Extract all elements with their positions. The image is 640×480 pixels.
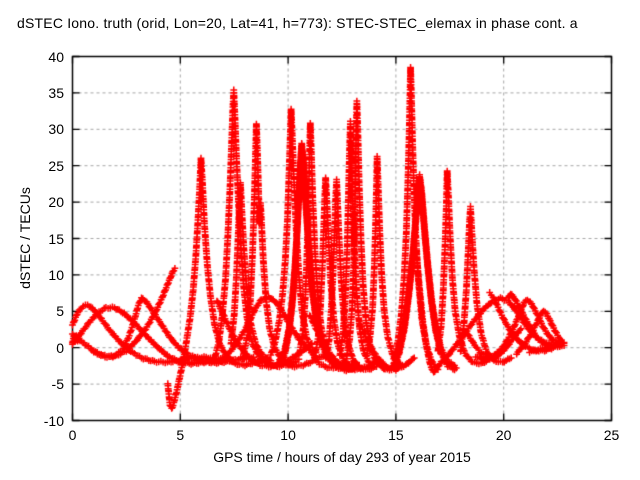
x-tick-label: 15 — [388, 427, 404, 443]
y-tick-label: 10 — [48, 266, 64, 283]
x-tick-label: 10 — [280, 427, 296, 443]
y-tick-label: 25 — [48, 157, 64, 174]
chart-title: dSTEC Iono. truth (orid, Lon=20, Lat=41,… — [17, 15, 578, 31]
y-tick-label: 35 — [48, 84, 64, 101]
y-tick-label: -10 — [43, 412, 64, 429]
x-tick-label: 25 — [603, 427, 620, 443]
y-tick-label: 15 — [48, 230, 64, 247]
x-tick-label: 5 — [176, 427, 185, 443]
y-tick-label: 20 — [48, 194, 64, 211]
y-tick-label: 40 — [48, 48, 64, 65]
y-tick-label: -5 — [51, 376, 64, 393]
x-tick-label: 0 — [68, 427, 77, 443]
x-tick-label: 20 — [495, 427, 512, 443]
y-tick-label: 30 — [48, 121, 64, 138]
y-tick-label: 5 — [56, 303, 64, 320]
y-tick-label: 0 — [56, 339, 64, 356]
x-axis-label: GPS time / hours of day 293 of year 2015 — [213, 449, 471, 465]
